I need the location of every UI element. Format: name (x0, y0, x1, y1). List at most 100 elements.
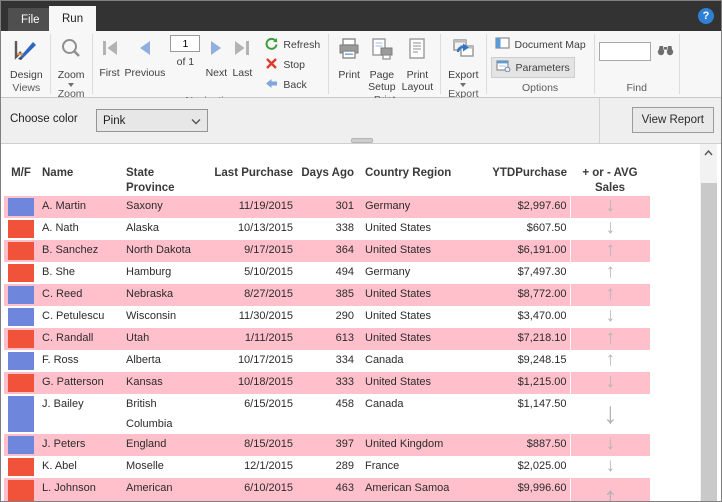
table-cell: 334 (335, 354, 354, 366)
table-cell: 333 (298, 372, 358, 394)
gender-bar-cell (4, 394, 38, 434)
chevron-down-icon (191, 112, 201, 130)
find-binoculars-icon[interactable] (656, 42, 675, 61)
column-header: YTDPurchase (492, 167, 567, 179)
table-cell: 458 (335, 398, 354, 410)
parameter-bar-divider (599, 98, 600, 143)
table-cell: Canada (365, 354, 404, 366)
table-cell: $1,215.00 (468, 372, 570, 394)
help-icon[interactable]: ? (698, 8, 714, 24)
table-cell: United States (358, 328, 468, 350)
table-cell: $8,772.00 (468, 284, 570, 306)
column-header: State Province (126, 167, 175, 194)
table-cell: $2,025.00 (517, 460, 567, 472)
first-page-button[interactable]: First (97, 35, 123, 81)
table-cell: B. Sanchez (38, 240, 124, 262)
table-cell: 338 (335, 222, 354, 234)
previous-page-button[interactable]: Previous (123, 35, 168, 81)
document-map-button[interactable]: Document Map (491, 35, 590, 54)
last-label: Last (232, 67, 253, 79)
back-icon (265, 77, 278, 93)
trend-cell: ↓ (569, 305, 650, 328)
color-dropdown[interactable]: Pink (96, 109, 208, 132)
print-icon (336, 36, 362, 67)
table-cell: 8/27/2015 (204, 284, 298, 306)
table-cell: Moselle (126, 460, 164, 472)
tab-file[interactable]: File (8, 8, 53, 31)
next-page-button[interactable]: Next (203, 35, 229, 81)
table-cell: Germany (358, 196, 468, 218)
scrollbar-thumb[interactable] (700, 183, 717, 501)
table-cell: United Kingdom (358, 434, 468, 456)
print-layout-button[interactable]: Print Layout (399, 35, 437, 94)
trend-cell: ↑ (569, 350, 650, 372)
trend-up-icon: ↑ (605, 283, 616, 304)
table-cell: $9,996.60 (468, 478, 570, 501)
gender-bar-cell (4, 328, 38, 350)
ribbon-group-views: Design Views (3, 31, 50, 97)
table-cell: United States (358, 240, 468, 262)
table-cell: C. Petulescu (42, 310, 105, 322)
design-button[interactable]: Design (7, 35, 46, 82)
table-cell: $7,497.30 (517, 266, 567, 278)
export-icon (450, 36, 476, 67)
export-button[interactable]: Export (445, 35, 481, 88)
back-button[interactable]: Back (261, 75, 324, 95)
find-input[interactable] (598, 42, 651, 61)
group-label-views: Views (12, 82, 41, 94)
ribbon-group-zoom: Zoom Zoom (51, 31, 92, 100)
table-cell: G. Patterson (38, 372, 124, 394)
splitter-handle[interactable] (351, 138, 373, 143)
last-page-button[interactable]: Last (229, 35, 255, 81)
trend-cell: ↑ (569, 261, 650, 284)
tab-run[interactable]: Run (49, 6, 97, 31)
gender-bar-blue (8, 286, 34, 304)
trend-up-icon: ↑ (605, 261, 616, 282)
page-number-input[interactable] (170, 35, 201, 52)
trend-down-icon: ↓ (605, 305, 616, 326)
scrollbar-up-icon[interactable] (700, 144, 717, 162)
export-dropdown-caret-icon (460, 83, 467, 87)
trend-down-icon: ↓ (602, 397, 618, 430)
table-cell: $3,470.00 (517, 310, 567, 322)
trend-up-icon: ↑ (605, 327, 616, 348)
gender-bar-red (8, 220, 34, 238)
page-setup-button[interactable]: Page Setup (365, 35, 398, 94)
table-cell: $607.50 (526, 222, 567, 234)
zoom-button[interactable]: Zoom (55, 35, 88, 88)
page-setup-icon (369, 36, 395, 67)
previous-label: Previous (124, 67, 166, 79)
table-cell: North Dakota (124, 240, 204, 262)
table-cell: England (124, 434, 204, 456)
print-layout-label: Print Layout (401, 69, 434, 93)
view-report-button[interactable]: View Report (631, 107, 714, 133)
gender-bar-cell (4, 240, 38, 262)
report-table: M/F Name State Province Last Purchase Days A… (4, 164, 650, 501)
stop-button[interactable]: Stop (261, 55, 324, 75)
table-row: B. Sanchez North Dakota 9/17/2015 364 United… (4, 240, 650, 262)
parameters-button[interactable]: Parameters (490, 57, 575, 78)
gender-bar-cell (4, 456, 38, 478)
trend-up-icon: ↑ (602, 481, 618, 501)
group-label-export: Export (448, 88, 479, 100)
table-cell: L. Johnson (38, 478, 124, 501)
table-cell: 10/18/2015 (204, 372, 298, 394)
gender-bar-cell (4, 262, 38, 284)
gender-bar-red (8, 480, 34, 501)
print-label: Print (338, 69, 360, 81)
vertical-scrollbar[interactable] (700, 144, 717, 501)
table-row: C. Reed Nebraska 8/27/2015 385 United States… (4, 284, 650, 306)
page-number-box: of 1 (170, 35, 201, 68)
ribbon-separator (678, 34, 680, 94)
refresh-button[interactable]: Refresh (261, 35, 324, 55)
table-cell: 10/13/2015 (237, 222, 293, 234)
table-cell: 613 (298, 328, 358, 350)
table-cell: Nebraska (124, 284, 204, 306)
print-button[interactable]: Print (333, 35, 365, 82)
table-cell: $1,147.50 (517, 398, 567, 410)
table-cell: Germany (365, 266, 411, 278)
table-cell: 463 (298, 478, 358, 501)
gender-bar-cell (4, 372, 38, 394)
